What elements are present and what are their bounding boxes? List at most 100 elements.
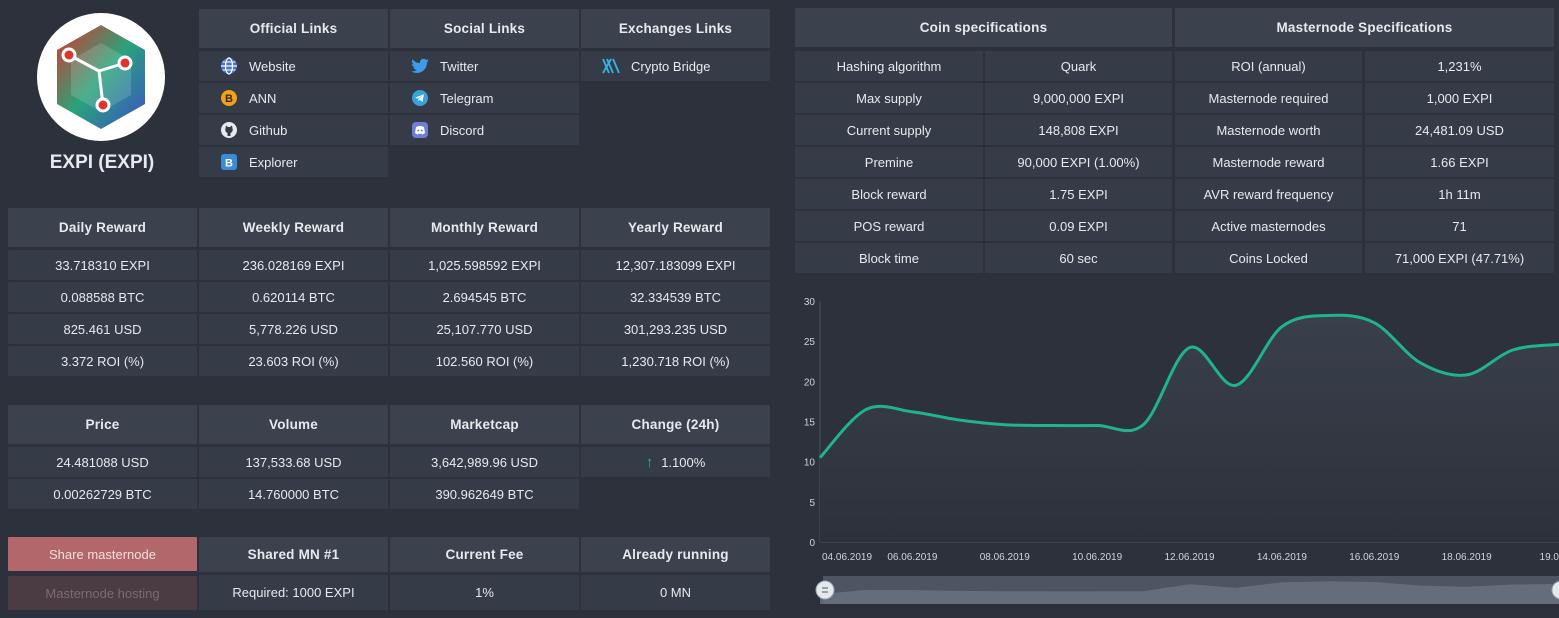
volume-header: Volume	[199, 405, 388, 444]
monthly-reward-header: Monthly Reward	[390, 208, 579, 247]
discord-icon	[410, 120, 430, 140]
x-tick-label: 12.06.2019	[1164, 552, 1214, 563]
coin-logo	[37, 13, 165, 141]
change-value: 1.100%	[661, 454, 706, 470]
market-cell: 14.760000 BTC	[199, 479, 388, 509]
github-icon	[219, 120, 239, 140]
current-fee-header: Current Fee	[390, 537, 579, 572]
spec-label: Current supply	[795, 115, 983, 145]
globe-icon	[219, 56, 239, 76]
twitter-icon	[410, 56, 430, 76]
current-fee-value: 1%	[390, 575, 579, 610]
spec-label: Block reward	[795, 179, 983, 209]
shared-mn-header: Shared MN #1	[199, 537, 388, 572]
navigator-handle-right	[1551, 580, 1559, 600]
x-tick-label: 04.06.2019	[822, 552, 872, 563]
link-label: Crypto Bridge	[631, 58, 711, 74]
reward-cell: 1,025.598592 EXPI	[390, 250, 579, 280]
market-cell: 24.481088 USD	[8, 447, 197, 477]
y-tick-label: 20	[804, 377, 816, 388]
series-line	[818, 313, 1559, 459]
link-telegram[interactable]: Telegram	[390, 83, 579, 113]
arrow-up-icon: ↑	[645, 453, 654, 471]
share-masternode-button[interactable]: Share masternode	[8, 537, 197, 571]
link-explorer[interactable]: B Explorer	[199, 147, 388, 177]
y-tick-label: 15	[804, 418, 816, 429]
navigator-handle-left	[815, 580, 835, 600]
series-area	[820, 315, 1559, 542]
reward-cell: 2.694545 BTC	[390, 282, 579, 312]
already-running-value: 0 MN	[581, 575, 770, 610]
mn-spec-value: 1.66 EXPI	[1365, 147, 1554, 177]
link-label: Github	[249, 122, 288, 138]
reward-cell: 33.718310 EXPI	[8, 250, 197, 280]
link-ann[interactable]: B ANN	[199, 83, 388, 113]
cryptobridge-icon	[601, 56, 621, 76]
daily-reward-header: Daily Reward	[8, 208, 197, 247]
reward-cell: 0.620114 BTC	[199, 282, 388, 312]
spec-value: Quark	[985, 51, 1172, 81]
reward-cell: 12,307.183099 EXPI	[581, 250, 770, 280]
reward-cell: 5,778.226 USD	[199, 314, 388, 344]
x-tick-label: 19.06.20	[1540, 552, 1559, 563]
spec-value: 9,000,000 EXPI	[985, 83, 1172, 113]
y-tick-label: 5	[809, 498, 815, 509]
spec-label: Premine	[795, 147, 983, 177]
coin-specifications-header: Coin specifications	[795, 8, 1172, 47]
weekly-reward-header: Weekly Reward	[199, 208, 388, 247]
market-cell: 390.962649 BTC	[390, 479, 579, 509]
mn-spec-value: 1,231%	[1365, 51, 1554, 81]
reward-cell: 301,293.235 USD	[581, 314, 770, 344]
mn-spec-value: 71,000 EXPI (47.71%)	[1365, 243, 1554, 273]
official-links-header: Official Links	[199, 9, 388, 48]
mn-spec-label: ROI (annual)	[1175, 51, 1362, 81]
svg-text:B: B	[225, 158, 233, 170]
y-tick-label: 30	[804, 297, 816, 308]
change-header: Change (24h)	[581, 405, 770, 444]
link-github[interactable]: Github	[199, 115, 388, 145]
spec-label: Block time	[795, 243, 983, 273]
marketcap-header: Marketcap	[390, 405, 579, 444]
exchanges-links-header: Exchanges Links	[581, 9, 770, 48]
link-label: Discord	[440, 122, 485, 138]
spec-value: 60 sec	[985, 243, 1172, 273]
spec-value: 90,000 EXPI (1.00%)	[985, 147, 1172, 177]
price-header: Price	[8, 405, 197, 444]
spec-label: Hashing algorithm	[795, 51, 983, 81]
shared-mn-required: Required: 1000 EXPI	[199, 575, 388, 610]
mn-spec-label: AVR reward frequency	[1175, 179, 1362, 209]
masternode-hosting-button[interactable]: Masternode hosting	[8, 576, 197, 610]
reward-cell: 0.088588 BTC	[8, 282, 197, 312]
x-tick-label: 10.06.2019	[1072, 552, 1122, 563]
change-cell: ↑ 1.100%	[581, 447, 770, 477]
mn-spec-label: Masternode reward	[1175, 147, 1362, 177]
link-twitter[interactable]: Twitter	[390, 51, 579, 81]
bitcoin-icon: B	[219, 88, 239, 108]
price-chart[interactable]: 0 5 10 15 20 25 30 04.06.2019 06.06.2019 08.06.20…	[795, 290, 1559, 618]
reward-cell: 236.028169 EXPI	[199, 250, 388, 280]
market-cell: 137,533.68 USD	[199, 447, 388, 477]
reward-cell: 825.461 USD	[8, 314, 197, 344]
market-cell: 0.00262729 BTC	[8, 479, 197, 509]
link-crypto-bridge[interactable]: Crypto Bridge	[581, 51, 770, 81]
reward-cell: 1,230.718 ROI (%)	[581, 346, 770, 376]
reward-cell: 25,107.770 USD	[390, 314, 579, 344]
spec-label: Max supply	[795, 83, 983, 113]
reward-cell: 3.372 ROI (%)	[8, 346, 197, 376]
already-running-header: Already running	[581, 537, 770, 572]
link-label: Telegram	[440, 90, 494, 106]
x-tick-label: 08.06.2019	[980, 552, 1030, 563]
x-tick-label: 14.06.2019	[1257, 552, 1307, 563]
link-label: ANN	[249, 90, 277, 106]
spec-label: POS reward	[795, 211, 983, 241]
link-label: Twitter	[440, 58, 479, 74]
link-label: Explorer	[249, 154, 298, 170]
y-tick-label: 10	[804, 458, 816, 469]
link-website[interactable]: Website	[199, 51, 388, 81]
reward-cell: 23.603 ROI (%)	[199, 346, 388, 376]
mn-spec-label: Coins Locked	[1175, 243, 1362, 273]
x-tick-label: 16.06.2019	[1349, 552, 1399, 563]
x-tick-label: 18.06.2019	[1442, 552, 1492, 563]
link-discord[interactable]: Discord	[390, 115, 579, 145]
mn-spec-label: Masternode required	[1175, 83, 1362, 113]
